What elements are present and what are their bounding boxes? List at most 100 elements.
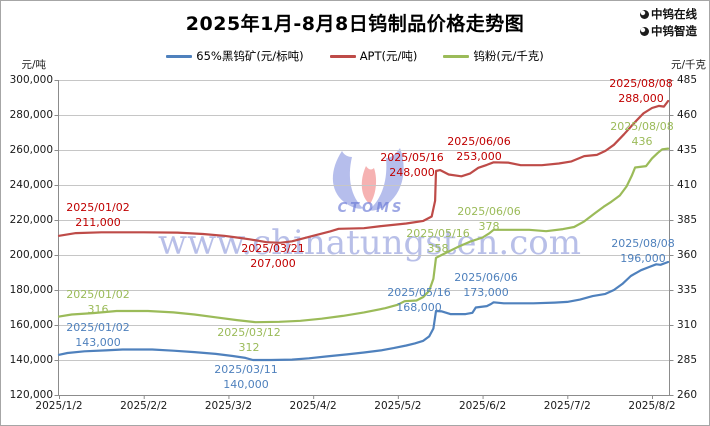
chart-title: 2025年1月-8月8日钨制品价格走势图	[185, 13, 525, 35]
legend-label: APT(元/吨)	[359, 49, 418, 63]
y-label-left: 200,000	[9, 249, 53, 261]
legend-item-1: APT(元/吨)	[329, 48, 418, 64]
legend-label: 65%黑钨矿(元/标吨)	[196, 49, 304, 63]
annotation-date: 2025/03/12	[217, 326, 281, 339]
series-line-1	[57, 99, 670, 244]
series-line-0	[57, 260, 670, 362]
watermark-logo-right-petal	[369, 148, 404, 211]
annotation-1-2: 2025/05/16 248,000	[380, 150, 443, 180]
x-label: 2025/6/2	[458, 400, 507, 412]
annotation-value: 316	[87, 303, 109, 316]
x-label: 2025/5/2	[374, 400, 422, 412]
y-label-right: 310	[677, 319, 698, 331]
y-label-left: 220,000	[9, 214, 53, 226]
legend: 65%黑钨矿(元/标吨) APT(元/吨) 钨粉(元/千克)	[1, 48, 709, 64]
y-label-right: 260	[677, 389, 698, 401]
annotation-1-0: 2025/01/02 211,000	[66, 200, 129, 230]
annotation-2-0: 2025/01/02 316	[66, 287, 129, 317]
annotation-date: 2025/08/08	[609, 77, 673, 90]
annotation-value: 288,000	[618, 92, 664, 105]
annotation-date: 2025/01/02	[66, 201, 130, 214]
annotation-value: 140,000	[223, 378, 269, 391]
legend-swatch	[443, 54, 470, 58]
y-label-right: 460	[677, 109, 698, 121]
y-label-right: 335	[677, 284, 698, 296]
annotation-0-0: 2025/01/02 143,000	[66, 320, 129, 350]
legend-swatch	[329, 54, 356, 58]
annotation-date: 2025/08/08	[610, 120, 674, 133]
annotation-0-1: 2025/03/11 140,000	[214, 362, 277, 392]
y-label-left: 140,000	[9, 354, 53, 366]
annotation-value: 312	[238, 341, 260, 354]
y-label-right: 385	[677, 214, 698, 226]
legend-swatch	[166, 54, 193, 58]
annotation-value: 207,000	[250, 257, 296, 270]
annotation-date: 2025/05/16	[406, 227, 470, 240]
brand-logo-icon	[640, 9, 649, 19]
brand-text: 中钨智造	[651, 24, 697, 38]
y-label-left: 260,000	[9, 144, 53, 156]
annotation-date: 2025/06/06	[447, 135, 511, 148]
annotation-date: 2025/06/06	[457, 205, 521, 218]
annotation-value: 168,000	[396, 301, 442, 314]
x-label: 2025/8/2	[628, 400, 676, 412]
annotation-2-3: 2025/06/06 378	[457, 204, 520, 234]
annotation-value: 211,000	[75, 216, 121, 229]
y-label-right: 435	[677, 144, 698, 156]
annotation-date: 2025/05/16	[387, 286, 451, 299]
brand-logo-icon	[640, 26, 649, 36]
y-label-left: 300,000	[9, 74, 53, 86]
annotation-1-4: 2025/08/08 288,000	[609, 76, 672, 106]
watermark-logo-text: CTOMS	[337, 201, 405, 216]
annotation-value: 173,000	[463, 286, 509, 299]
y-label-right: 485	[677, 74, 698, 86]
annotation-value: 196,000	[620, 252, 666, 265]
x-label: 2025/4/2	[289, 400, 337, 412]
annotation-0-3: 2025/06/06 173,000	[454, 270, 517, 300]
series-line-2	[57, 147, 670, 324]
annotation-date: 2025/05/16	[380, 151, 444, 164]
x-label: 2025/7/2	[543, 400, 591, 412]
annotation-value: 143,000	[75, 336, 121, 349]
x-label: 2025/1/2	[35, 400, 83, 412]
annotation-2-2: 2025/05/16 358	[406, 226, 469, 256]
annotation-date: 2025/01/02	[66, 288, 130, 301]
watermark-logo-left-petal	[332, 151, 363, 209]
annotation-date: 2025/08/08	[611, 237, 675, 250]
legend-item-2: 钨粉(元/千克)	[443, 48, 544, 64]
annotation-value: 253,000	[456, 150, 502, 163]
brand-text: 中钨在线	[651, 7, 697, 21]
y-label-right: 360	[677, 249, 698, 261]
x-label: 2025/3/2	[204, 400, 253, 412]
annotation-value: 248,000	[389, 166, 435, 179]
annotation-date: 2025/03/11	[214, 363, 278, 376]
brand-block: 中钨在线 中钨智造	[640, 6, 697, 40]
annotation-value: 358	[427, 242, 449, 255]
annotation-2-1: 2025/03/12 312	[217, 325, 280, 355]
annotation-0-2: 2025/05/16 168,000	[387, 285, 450, 315]
annotation-value: 378	[478, 220, 500, 233]
brand-line-1: 中钨在线	[640, 6, 697, 22]
y-label-right: 285	[677, 354, 698, 366]
annotation-1-1: 2025/03/21 207,000	[241, 241, 304, 271]
y-label-left: 120,000	[9, 389, 53, 401]
annotation-1-3: 2025/06/06 253,000	[447, 134, 510, 164]
annotation-date: 2025/06/06	[454, 271, 518, 284]
annotation-0-4: 2025/08/08 196,000	[611, 236, 674, 266]
y-label-left: 240,000	[9, 179, 53, 191]
x-label: 2025/2/2	[120, 400, 168, 412]
legend-item-0: 65%黑钨矿(元/标吨)	[166, 48, 304, 64]
annotation-value: 436	[631, 135, 653, 148]
annotation-date: 2025/01/02	[66, 321, 130, 334]
y-label-left: 180,000	[9, 284, 53, 296]
annotation-2-4: 2025/08/08 436	[610, 119, 673, 149]
y-label-left: 160,000	[9, 319, 53, 331]
annotation-date: 2025/03/21	[241, 242, 305, 255]
right-axis-unit: 元/千克	[671, 59, 707, 71]
left-axis-unit: 元/吨	[21, 59, 46, 71]
brand-line-2: 中钨智造	[640, 23, 697, 39]
legend-label: 钨粉(元/千克)	[473, 49, 544, 63]
y-label-left: 280,000	[9, 109, 53, 121]
